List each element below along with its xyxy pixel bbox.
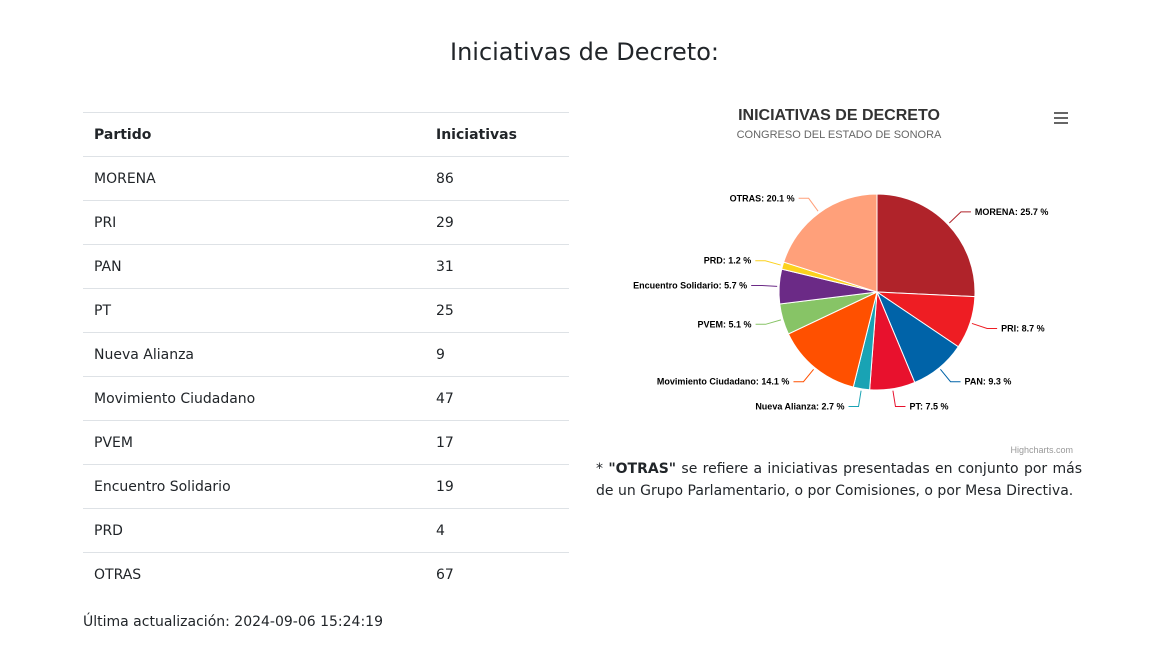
- table-row: Nueva Alianza 9: [83, 332, 569, 377]
- footnote-term: "OTRAS": [608, 461, 677, 477]
- parties-table: Partido Iniciativas MORENA 86 PRI 29 PAN 31…: [83, 112, 569, 596]
- data-label: PRD: 1.2 %: [704, 256, 752, 266]
- pie-chart-container: INICIATIVAS DE DECRETO CONGRESO DEL ESTA…: [596, 96, 1082, 458]
- count-cell: 4: [425, 508, 569, 553]
- count-cell: 31: [425, 244, 569, 289]
- chart-credits[interactable]: Highcharts.com: [1010, 445, 1073, 455]
- label-connector: [949, 211, 971, 224]
- party-cell: OTRAS: [83, 552, 425, 596]
- data-label: PT: 7.5 %: [909, 402, 948, 412]
- table-row: Encuentro Solidario 19: [83, 464, 569, 509]
- count-cell: 9: [425, 332, 569, 377]
- count-cell: 86: [425, 156, 569, 201]
- label-connector: [798, 197, 819, 212]
- table-row: OTRAS 67: [83, 552, 569, 596]
- data-label: MORENA: 25.7 %: [975, 207, 1049, 217]
- count-cell: 29: [425, 200, 569, 245]
- party-cell: Encuentro Solidario: [83, 464, 425, 509]
- table-row: PVEM 17: [83, 420, 569, 465]
- count-cell: 17: [425, 420, 569, 465]
- count-cell: 47: [425, 376, 569, 421]
- pie-slice-morena[interactable]: [876, 193, 976, 298]
- footnote-text: se refiere a iniciativas presentadas en …: [596, 461, 1082, 499]
- label-connector: [940, 369, 961, 383]
- data-label: Nueva Alianza: 2.7 %: [755, 402, 844, 412]
- header-partido: Partido: [83, 112, 425, 157]
- footnote: * "OTRAS" se refiere a iniciativas prese…: [596, 458, 1082, 502]
- chart-subtitle: CONGRESO DEL ESTADO DE SONORA: [737, 129, 942, 141]
- pie-labels: MORENA: 25.7 % PRI: 8.7 % PAN: 9.3 % PT: 7.…: [633, 193, 1048, 411]
- data-label: PVEM: 5.1 %: [698, 319, 752, 329]
- data-label: Movimiento Ciudadano: 14.1 %: [657, 377, 790, 387]
- last-update-text: Última actualización: 2024-09-06 15:24:1…: [83, 614, 383, 630]
- party-cell: MORENA: [83, 156, 425, 201]
- party-cell: PRD: [83, 508, 425, 553]
- page-title: Iniciativas de Decreto:: [449, 38, 719, 66]
- party-cell: Nueva Alianza: [83, 332, 425, 377]
- pie-slice-movimiento-ciudadano[interactable]: [787, 291, 878, 388]
- data-label: OTRAS: 20.1 %: [730, 193, 795, 203]
- table-row: MORENA 86: [83, 156, 569, 201]
- chart-title: INICIATIVAS DE DECRETO: [738, 107, 940, 124]
- label-connector: [755, 260, 781, 266]
- footnote-prefix: *: [596, 461, 609, 477]
- table-row: PRD 4: [83, 508, 569, 553]
- party-cell: Movimiento Ciudadano: [83, 376, 425, 421]
- label-connector: [793, 369, 814, 383]
- table-row: PRI 29: [83, 200, 569, 245]
- table-row: PT 25: [83, 288, 569, 333]
- label-connector: [848, 390, 862, 408]
- party-cell: PRI: [83, 200, 425, 245]
- count-cell: 67: [425, 552, 569, 596]
- label-connector: [892, 390, 906, 408]
- parties-table-container: Partido Iniciativas MORENA 86 PRI 29 PAN 31…: [83, 112, 569, 596]
- pie-slice-otras[interactable]: [783, 193, 878, 293]
- label-connector: [751, 284, 778, 287]
- pie-slices: [778, 193, 976, 391]
- header-iniciativas: Iniciativas: [425, 112, 569, 157]
- table-row: Movimiento Ciudadano 47: [83, 376, 569, 421]
- count-cell: 19: [425, 464, 569, 509]
- table-row: PAN 31: [83, 244, 569, 289]
- label-connector: [755, 319, 782, 325]
- party-cell: PT: [83, 288, 425, 333]
- pie-chart: INICIATIVAS DE DECRETO CONGRESO DEL ESTA…: [633, 107, 1073, 455]
- party-cell: PVEM: [83, 420, 425, 465]
- data-label: Encuentro Solidario: 5.7 %: [633, 280, 747, 290]
- table-header-row: Partido Iniciativas: [83, 112, 569, 157]
- count-cell: 25: [425, 288, 569, 333]
- data-label: PAN: 9.3 %: [965, 377, 1012, 387]
- chart-menu-icon[interactable]: [1054, 112, 1068, 124]
- party-cell: PAN: [83, 244, 425, 289]
- data-label: PRI: 8.7 %: [1001, 323, 1045, 333]
- label-connector: [971, 322, 998, 329]
